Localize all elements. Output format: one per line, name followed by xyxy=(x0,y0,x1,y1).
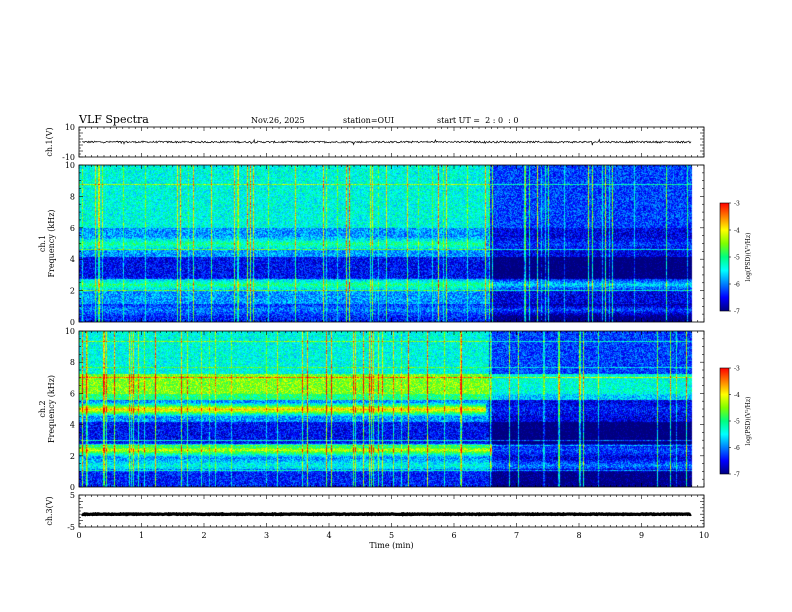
colorbar-tick-label: -5 xyxy=(734,419,740,426)
y-tick-label: 6 xyxy=(70,389,75,398)
colorbar xyxy=(719,202,730,312)
plot-title: VLF Spectra xyxy=(79,113,149,126)
colorbar-tick-label: -6 xyxy=(734,282,740,289)
y-tick-label: 2 xyxy=(70,287,75,296)
station-label: station=OUI xyxy=(343,116,394,125)
y-tick-label: 0 xyxy=(70,483,75,492)
y-axis-label: Frequency (kHz) xyxy=(47,209,56,277)
channel-label: ch.1 xyxy=(38,235,47,252)
y-ticks-group xyxy=(79,126,704,158)
channel-label: ch.2 xyxy=(38,400,47,417)
y-ticks-group xyxy=(79,330,704,488)
x-tick-label: 7 xyxy=(514,531,519,540)
x-tick-label: 9 xyxy=(639,531,644,540)
x-tick-label: 6 xyxy=(451,531,456,540)
x-ticks-group xyxy=(78,495,705,527)
colorbar-tick-label: -7 xyxy=(734,472,740,479)
spectrogram-image-ch2 xyxy=(79,331,704,487)
x-tick-label: 3 xyxy=(264,531,269,540)
x-tick-label: 1 xyxy=(139,531,144,540)
x-tick-label: 8 xyxy=(576,531,581,540)
colorbar-label: log(PSD)(V²/Hz) xyxy=(745,397,752,446)
date-label: Nov.26, 2025 xyxy=(251,116,305,125)
waveform-trace-ch1 xyxy=(81,138,692,146)
y-tick-label: -10 xyxy=(62,153,75,162)
start-ut-label: start UT = 2 : 0 : 0 xyxy=(437,116,519,125)
x-tick-label: 0 xyxy=(76,531,81,540)
x-ticks-group xyxy=(78,331,705,487)
y-axis-label: ch.3(V) xyxy=(45,496,54,525)
x-tick-label: 5 xyxy=(389,531,394,540)
waveform-trace-ch3 xyxy=(81,511,692,517)
waveform-frame xyxy=(78,494,705,528)
y-tick-label: 8 xyxy=(70,192,75,201)
y-tick-label: 5 xyxy=(70,491,75,500)
colorbar-tick-label: -5 xyxy=(734,255,740,262)
colorbar-tick-label: -4 xyxy=(734,228,740,235)
colorbar-tick-label: -7 xyxy=(734,309,740,316)
y-tick-label: 8 xyxy=(70,358,75,367)
colorbar-tick-label: -4 xyxy=(734,392,740,399)
y-tick-label: 10 xyxy=(65,123,75,132)
y-tick-label: 10 xyxy=(65,161,75,170)
y-axis-label: Frequency (kHz) xyxy=(47,375,56,443)
colorbar-tick-label: -3 xyxy=(734,201,740,208)
y-ticks-group xyxy=(79,494,704,528)
y-axis-label: ch.1(V) xyxy=(45,127,54,156)
x-ticks-group xyxy=(78,127,705,157)
x-ticks-group xyxy=(78,165,705,322)
y-tick-label: 10 xyxy=(65,327,75,336)
y-tick-label: 0 xyxy=(70,318,75,327)
x-tick-label: 2 xyxy=(201,531,206,540)
y-tick-label: 4 xyxy=(70,421,75,430)
x-tick-label: 10 xyxy=(699,531,709,540)
y-tick-label: -5 xyxy=(67,523,75,532)
y-tick-label: 4 xyxy=(70,255,75,264)
colorbar-tick-label: -3 xyxy=(734,366,740,373)
colorbar-label: log(PSD)(V²/Hz) xyxy=(745,233,752,282)
x-axis-label: Time (min) xyxy=(369,541,413,550)
y-tick-label: 2 xyxy=(70,452,75,461)
spectrogram-image-ch1 xyxy=(79,165,704,322)
y-tick-label: 6 xyxy=(70,224,75,233)
x-tick-label: 4 xyxy=(326,531,331,540)
y-ticks-group xyxy=(79,164,704,323)
colorbar xyxy=(719,367,730,475)
colorbar-tick-label: -6 xyxy=(734,445,740,452)
